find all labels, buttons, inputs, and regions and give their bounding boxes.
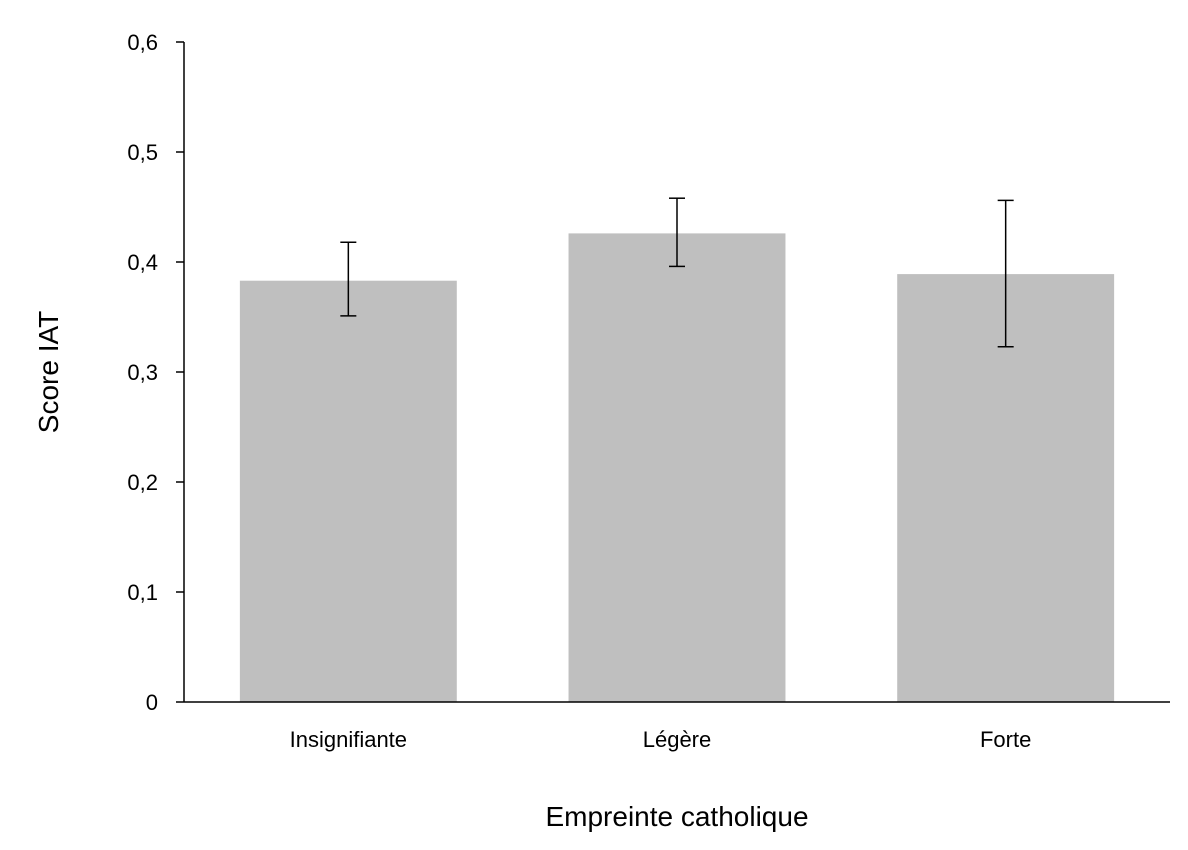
- bar-0: [239, 280, 457, 702]
- bar-1: [568, 233, 786, 702]
- error-bar-0: [340, 241, 357, 317]
- y-tick-label: 0,2: [127, 470, 158, 495]
- x-axis-title: Empreinte catholique: [545, 801, 808, 832]
- y-tick-label: 0,4: [127, 250, 158, 275]
- x-category-label: Insignifiante: [290, 727, 407, 752]
- bars: [239, 233, 1115, 702]
- error-bar-2: [997, 199, 1014, 348]
- y-tick-label: 0,6: [127, 30, 158, 55]
- error-bar-1: [669, 197, 685, 268]
- error-bars: [340, 197, 1014, 348]
- y-tick-label: 0: [146, 690, 158, 715]
- y-tick-label: 0,5: [127, 140, 158, 165]
- x-category-label: Forte: [980, 727, 1031, 752]
- x-category-label: Légère: [643, 727, 712, 752]
- y-tick-label: 0,1: [127, 580, 158, 605]
- x-axis-labels: Insignifiante Légère Forte: [290, 727, 1032, 752]
- y-axis-title: Score IAT: [33, 311, 64, 433]
- y-tick-label: 0,3: [127, 360, 158, 385]
- y-axis-ticks: 0 0,1 0,2 0,3 0,4 0,5 0,6: [127, 30, 184, 715]
